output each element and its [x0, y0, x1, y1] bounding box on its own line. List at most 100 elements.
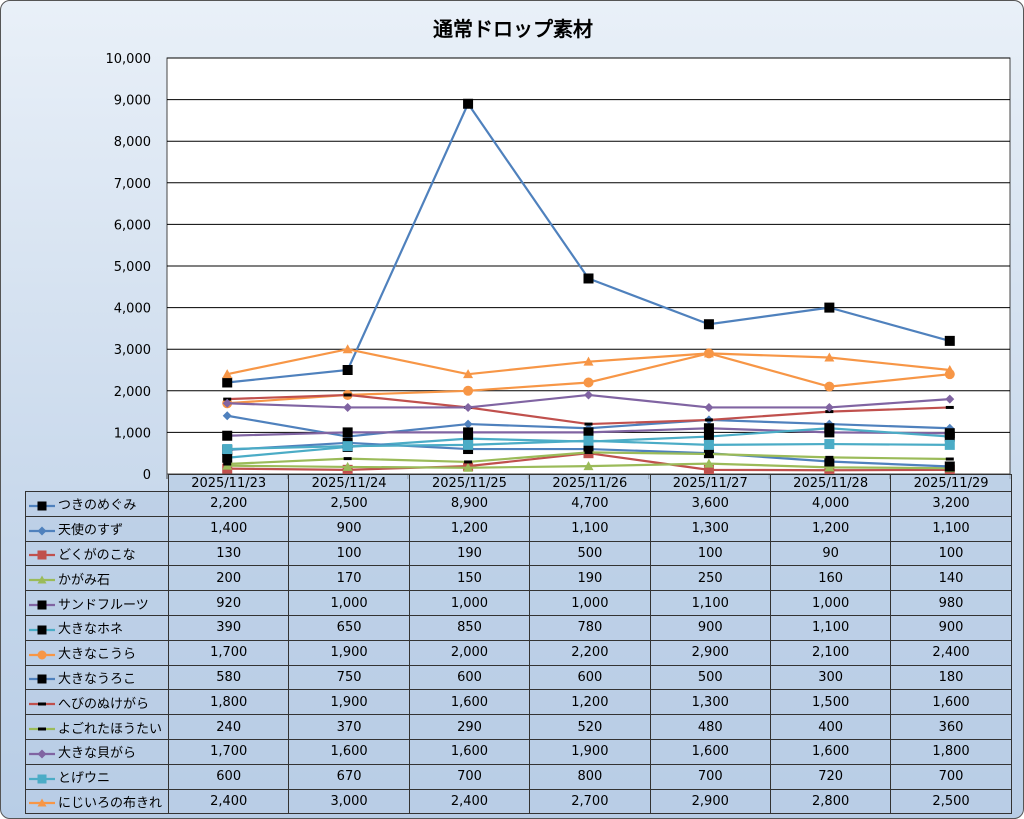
legend-entry: 大きなホネ	[25, 614, 169, 641]
data-point	[704, 418, 713, 422]
table-row: サンドフルーツ 920 1,000 1,000 1,000 1,100 1,000 980	[25, 590, 1012, 616]
data-label: 400	[769, 714, 892, 740]
y-tick-label: 4,000	[114, 302, 151, 317]
data-label: 2,400	[408, 788, 531, 815]
data-label: 100	[890, 540, 1012, 567]
data-label: 580	[167, 664, 290, 691]
data-label: 1,600	[408, 738, 531, 765]
data-label: 2,500	[890, 788, 1012, 815]
data-label: 4,700	[529, 491, 651, 517]
data-point	[222, 369, 233, 379]
data-point	[703, 439, 714, 450]
data-point	[944, 335, 955, 346]
data-label: 180	[890, 664, 1012, 691]
data-label: 1,700	[167, 639, 290, 666]
data-point	[824, 302, 835, 313]
data-label: 1,900	[529, 738, 651, 765]
data-point	[463, 427, 474, 438]
data-label: 480	[649, 714, 771, 740]
legend-entry: よごれたほうたい	[25, 714, 169, 740]
data-label: 2,100	[769, 639, 892, 666]
data-label: 1,100	[649, 590, 771, 616]
series-name: 大きなホネ	[58, 622, 124, 638]
data-label: 720	[769, 763, 892, 790]
legend-key-icon	[29, 727, 55, 731]
data-label: 360	[890, 714, 1012, 740]
data-point	[824, 402, 834, 412]
data-point	[945, 457, 954, 461]
data-point	[222, 444, 233, 455]
data-point	[583, 356, 594, 366]
data-label: 3,000	[288, 788, 410, 815]
legend-entry: 天使のすず	[25, 515, 169, 542]
data-point	[464, 460, 473, 464]
y-tick-label: 2,000	[114, 385, 151, 400]
data-point	[342, 365, 353, 375]
data-label: 2,900	[649, 639, 771, 666]
data-label: 520	[529, 714, 651, 740]
data-label: 1,600	[649, 738, 771, 765]
data-point	[463, 98, 474, 109]
data-label: 1,200	[769, 515, 892, 542]
legend-key-icon	[29, 625, 55, 635]
data-label: 100	[649, 540, 771, 567]
data-label: 140	[890, 565, 1012, 592]
data-label: 240	[167, 714, 290, 740]
data-label: 700	[890, 763, 1012, 790]
x-category-label: 2025/11/27	[649, 474, 771, 492]
data-point	[583, 444, 594, 455]
data-point	[222, 377, 233, 388]
data-point	[583, 273, 594, 284]
data-point	[222, 398, 232, 408]
series-12	[222, 435, 955, 455]
data-point	[463, 385, 474, 396]
data-label: 160	[769, 565, 892, 592]
y-tick-label: 3,000	[114, 343, 151, 358]
data-point	[944, 461, 955, 472]
data-label: 850	[408, 614, 531, 641]
legend-key-icon	[29, 674, 55, 684]
legend-key-icon	[29, 798, 55, 807]
y-tick-label: 9,000	[114, 94, 151, 109]
chart-title: 通常ドロップ素材	[433, 17, 593, 41]
data-label: 130	[167, 540, 290, 567]
data-point	[342, 461, 353, 471]
data-point	[584, 422, 593, 426]
data-label: 150	[408, 565, 531, 592]
data-label: 1,500	[769, 689, 892, 716]
data-point	[703, 348, 714, 358]
x-category-label: 2025/11/25	[408, 474, 531, 492]
series-name: とげウニ	[58, 771, 111, 787]
legend-key-icon	[29, 600, 55, 610]
legend-key-marker	[37, 625, 47, 635]
data-label: 900	[288, 515, 410, 542]
y-tick-label: 6,000	[114, 218, 151, 233]
data-point	[944, 439, 955, 450]
blank-cell	[26, 475, 169, 492]
data-point	[463, 439, 474, 450]
data-table: 2025/11/23 2025/11/24 2025/11/25 2025/11/26…	[25, 474, 1012, 815]
data-label: 670	[288, 763, 410, 790]
data-label: 1,000	[769, 590, 892, 616]
data-point	[824, 352, 835, 362]
data-label: 1,600	[408, 689, 531, 716]
data-label: 500	[649, 664, 771, 691]
data-point	[824, 456, 835, 467]
data-label: 750	[288, 664, 410, 691]
data-label: 2,500	[288, 491, 410, 517]
legend-key-marker	[37, 650, 47, 660]
legend-key-marker	[38, 727, 46, 731]
data-point	[463, 369, 474, 379]
table-row: 大きなホネ 390 650 850 780 900 1,100 900	[25, 614, 1012, 641]
data-point	[703, 458, 714, 468]
legend-key-marker	[38, 702, 46, 706]
data-point	[824, 439, 835, 450]
legend-key-marker	[37, 749, 47, 759]
data-point	[463, 433, 474, 444]
table-row: よごれたほうたい 240 370 290 520 480 400 360	[25, 714, 1012, 740]
data-label: 170	[288, 565, 410, 592]
data-label: 2,200	[167, 491, 290, 517]
legend-key-marker	[37, 798, 47, 807]
